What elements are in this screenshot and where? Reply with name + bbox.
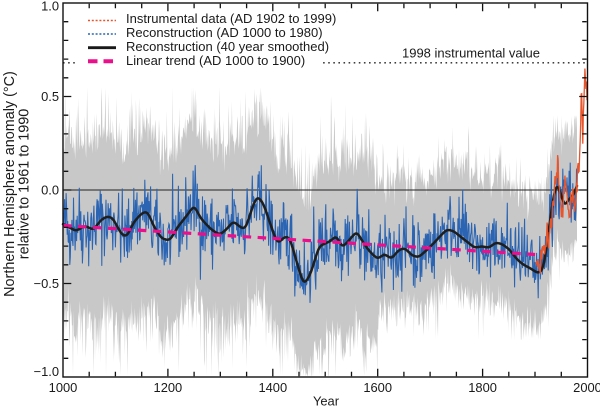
svg-text:−0.5: −0.5 bbox=[34, 276, 59, 291]
svg-text:2000: 2000 bbox=[573, 380, 600, 395]
svg-text:1200: 1200 bbox=[154, 380, 183, 395]
svg-text:0.5: 0.5 bbox=[41, 89, 59, 104]
svg-text:1800: 1800 bbox=[468, 380, 497, 395]
svg-text:1400: 1400 bbox=[258, 380, 287, 395]
svg-text:−1.0: −1.0 bbox=[34, 364, 59, 379]
svg-text:1.0: 1.0 bbox=[41, 0, 59, 14]
svg-text:Instrumental data (AD 1902 to: Instrumental data (AD 1902 to 1999) bbox=[126, 11, 336, 26]
svg-text:1998 instrumental value: 1998 instrumental value bbox=[402, 46, 540, 61]
svg-text:0.0: 0.0 bbox=[41, 183, 59, 198]
svg-text:Reconstruction (AD 1000 to 198: Reconstruction (AD 1000 to 1980) bbox=[126, 25, 323, 40]
svg-text:relative to 1961 to 1990: relative to 1961 to 1990 bbox=[16, 109, 32, 259]
svg-text:Year: Year bbox=[313, 394, 340, 409]
svg-text:Linear trend (AD 1000 to 1900): Linear trend (AD 1000 to 1900) bbox=[126, 53, 305, 68]
svg-text:Reconstruction (40 year smooth: Reconstruction (40 year smoothed) bbox=[126, 39, 329, 54]
svg-text:1000: 1000 bbox=[49, 380, 78, 395]
svg-text:Northern Hemisphere anomaly (°: Northern Hemisphere anomaly (°C) bbox=[2, 71, 18, 297]
svg-text:1600: 1600 bbox=[363, 380, 392, 395]
